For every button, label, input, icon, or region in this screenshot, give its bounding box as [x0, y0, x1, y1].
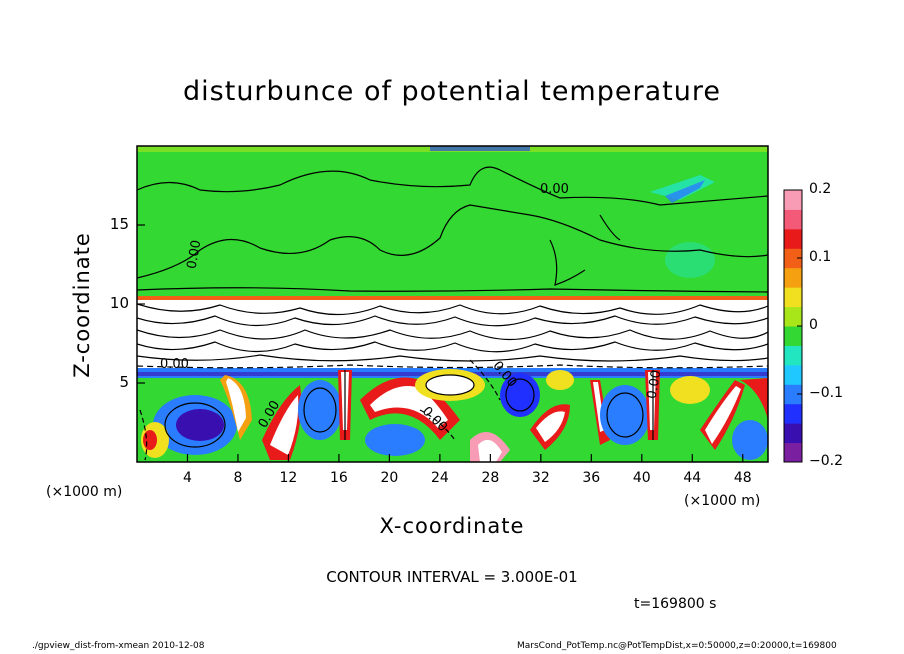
colorbar-tick-label: 0 — [809, 317, 818, 333]
footer-right: MarsCond_PotTemp.nc@PotTempDist,x=0:5000… — [517, 641, 837, 651]
colorbar-tick-label: −0.2 — [809, 453, 843, 469]
heatmap-field — [137, 146, 768, 462]
colorbar-swatch — [784, 190, 802, 210]
colorbar-swatch — [784, 306, 802, 327]
x-axis-label: X-coordinate — [379, 514, 525, 538]
colorbar-tick-label: 0.2 — [809, 181, 832, 197]
y-tick-label: 15 — [109, 215, 129, 233]
colorbar-swatch — [784, 403, 802, 424]
x-tick-label: 40 — [632, 470, 651, 486]
colorbar-swatch — [784, 248, 802, 269]
x-tick-label: 48 — [733, 470, 752, 486]
x-unit-left: (×1000 m) — [46, 484, 123, 500]
x-tick-label: 44 — [683, 470, 702, 486]
colorbar-swatch — [784, 423, 802, 444]
colorbar-swatch — [784, 442, 802, 463]
y-tick-label: 5 — [119, 373, 129, 391]
x-tick-label: 4 — [183, 470, 192, 486]
colorbar — [783, 189, 803, 463]
x-tick-label: 16 — [329, 470, 348, 486]
footer-left: ./gpview_dist-from-xmean 2010-12-08 — [32, 641, 205, 651]
y-tick-label: 10 — [109, 294, 129, 312]
x-tick-label: 32 — [531, 470, 550, 486]
time-label: t=169800 s — [634, 596, 717, 612]
x-tick-label: 28 — [481, 470, 500, 486]
x-tick-label: 8 — [233, 470, 243, 486]
colorbar-tick-label: −0.1 — [809, 385, 843, 401]
y-axis-ticks — [137, 224, 145, 384]
colorbar-swatch — [784, 345, 802, 366]
x-tick-label: 36 — [582, 470, 601, 486]
x-unit-right: (×1000 m) — [684, 493, 761, 509]
colorbar-swatch — [784, 384, 802, 405]
contour-interval-note: CONTOUR INTERVAL = 3.000E-01 — [326, 568, 578, 586]
x-tick-label: 24 — [430, 470, 449, 486]
x-axis-ticks — [186, 454, 744, 462]
x-tick-label: 20 — [380, 470, 399, 486]
chart-title: disturbunce of potential temperature — [183, 76, 721, 107]
colorbar-swatch — [784, 364, 802, 385]
contour-value-label: 0.00 — [540, 182, 569, 197]
colorbar-tick-label: 0.1 — [809, 249, 832, 265]
colorbar-swatch — [784, 209, 802, 230]
colorbar-swatch — [784, 228, 802, 249]
contour-value-label: 0.00 — [160, 357, 189, 372]
colorbar-swatch — [784, 267, 802, 288]
colorbar-swatch — [784, 287, 802, 308]
colorbar-swatch — [784, 326, 802, 346]
x-tick-label: 12 — [279, 470, 298, 486]
contour-lines — [137, 166, 768, 461]
